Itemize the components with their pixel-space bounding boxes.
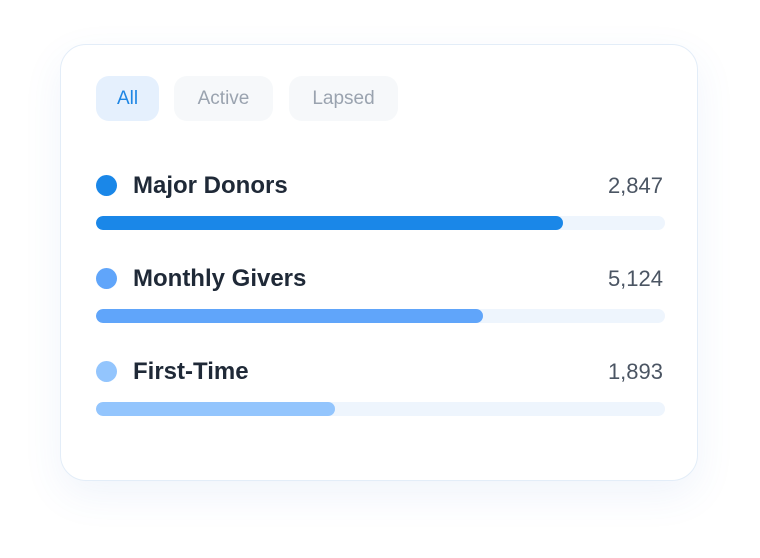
progress-fill bbox=[96, 309, 483, 323]
progress-track bbox=[96, 309, 665, 323]
legend-dot bbox=[96, 175, 117, 196]
segment-count: 2,847 bbox=[607, 173, 663, 198]
segment-count: 1,893 bbox=[607, 359, 663, 384]
filter-tab[interactable]: Lapsed bbox=[289, 76, 398, 121]
segment-name: First-Time bbox=[133, 358, 249, 385]
progress-fill bbox=[96, 216, 563, 230]
filter-tab[interactable]: Active bbox=[174, 76, 273, 121]
card: All Active Lapsed Major Donors 2,847 Monthly … bbox=[60, 44, 698, 481]
segment-count: 5,124 bbox=[607, 266, 663, 291]
segment-name: Major Donors bbox=[133, 172, 288, 199]
progress-fill bbox=[96, 402, 335, 416]
progress-track bbox=[96, 402, 665, 416]
legend-dot bbox=[96, 361, 117, 382]
segment-name: Monthly Givers bbox=[133, 265, 307, 292]
filter-tab[interactable]: All bbox=[96, 76, 159, 121]
legend-dot bbox=[96, 268, 117, 289]
progress-track bbox=[96, 216, 665, 230]
